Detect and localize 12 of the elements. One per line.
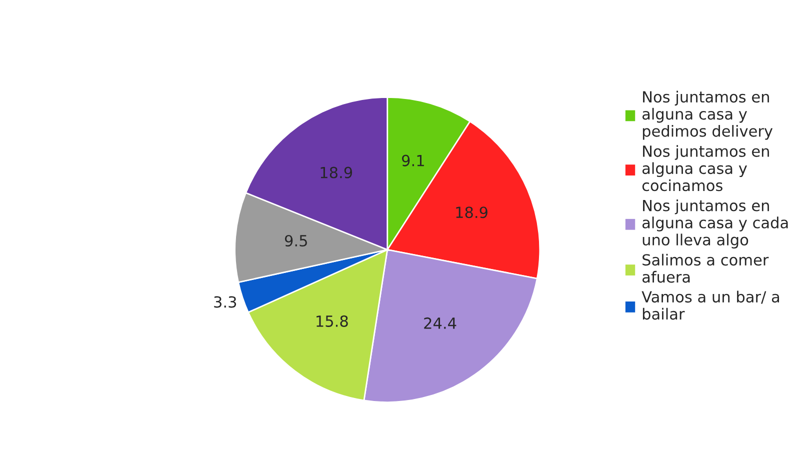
legend-label: Nos juntamos en alguna casa y pedimos delivery	[642, 90, 773, 140]
data-label: 18.9	[320, 166, 352, 178]
data-label: 15.8	[316, 315, 348, 327]
data-label: 3.3	[214, 296, 236, 308]
legend-label: Nos juntamos en alguna casa y cada uno lleva algo	[642, 199, 788, 248]
data-label: 9.5	[284, 234, 307, 247]
data-label: 24.4	[424, 317, 456, 329]
legend-label: Salimos a comer afuera	[642, 254, 769, 283]
legend-label: Vamos a un bar/ a bailar	[642, 290, 779, 320]
data-label: 18.9	[456, 206, 488, 218]
data-label: 9.1	[402, 154, 424, 166]
legend-label: Nos juntamos en alguna casa y cocinamos	[642, 145, 769, 192]
